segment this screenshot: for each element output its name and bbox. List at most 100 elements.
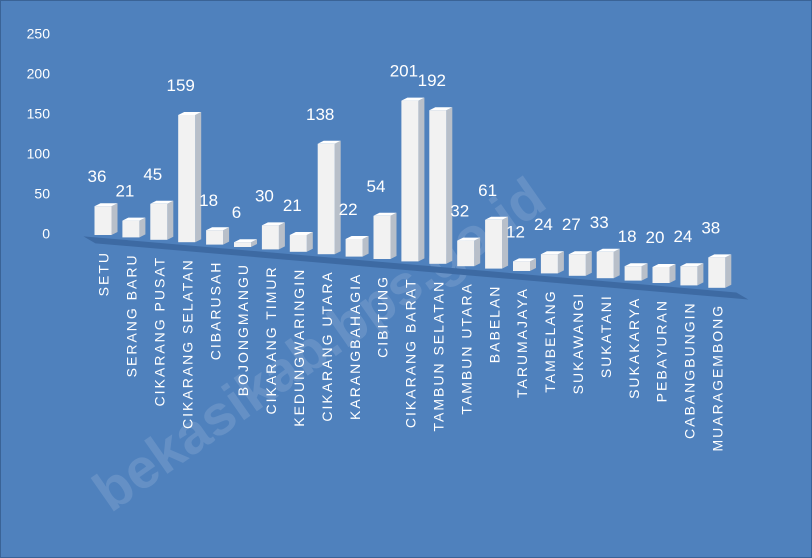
bar-top [289, 232, 313, 235]
bar [680, 266, 698, 286]
x-tick-label: TAMBUN UTARA [458, 282, 474, 414]
bar-side [334, 140, 341, 255]
value-label: 192 [418, 71, 446, 90]
bar-side [195, 112, 202, 243]
value-label: 61 [478, 181, 497, 200]
value-label: 18 [618, 227, 637, 246]
x-tick-label: TAMBELANG [542, 289, 558, 392]
bar-top [568, 251, 592, 255]
bar [178, 115, 196, 243]
value-label: 27 [562, 215, 581, 234]
bar-side [223, 227, 230, 245]
bar [624, 266, 642, 281]
bar [261, 225, 279, 250]
bar [234, 242, 251, 247]
value-label: 24 [534, 215, 553, 234]
value-label: 45 [143, 165, 162, 184]
value-label: 21 [283, 196, 302, 215]
bar [540, 254, 558, 274]
x-tick-label: CIBARUSAH [207, 261, 223, 361]
bar-top [122, 217, 146, 221]
bar-side [111, 203, 118, 235]
bar-side [530, 258, 536, 271]
bar-top [261, 222, 285, 226]
x-tick-label: SUKAKARYA [626, 297, 642, 399]
bar [94, 206, 112, 235]
bar-side [502, 216, 509, 269]
bar-top [94, 203, 118, 207]
value-label: 138 [306, 105, 334, 124]
x-tick-label: TAMBUN SELATAN [431, 280, 447, 432]
y-tick-label: 150 [27, 106, 51, 122]
x-tick-label: SETU [96, 251, 112, 296]
bar-top [429, 107, 453, 111]
bar [206, 230, 224, 245]
y-tick-label: 50 [34, 186, 50, 202]
bar-top [485, 216, 509, 220]
bar-side [390, 212, 397, 259]
value-label: 24 [673, 227, 692, 246]
x-tick-label: SUKAWANGI [570, 292, 586, 395]
bar [289, 235, 307, 252]
bar-side [669, 264, 676, 283]
bar-top [457, 237, 481, 241]
bar-top [317, 140, 341, 144]
bar-top [345, 236, 369, 239]
bar-side [167, 200, 174, 240]
x-tick-label: CIBITUNG [375, 275, 391, 358]
value-label: 36 [88, 167, 107, 186]
x-tick-label: CABANGBUNGIN [682, 301, 698, 439]
value-label: 159 [167, 76, 195, 95]
value-label: 30 [255, 186, 274, 205]
bar [150, 203, 168, 240]
bar [652, 267, 670, 283]
value-label: 21 [115, 182, 134, 201]
bar-top [596, 248, 620, 252]
bar [457, 240, 475, 267]
bar [122, 220, 140, 238]
bar [345, 239, 363, 257]
bar-top [401, 97, 425, 101]
bar-top [234, 239, 257, 243]
bar-side [697, 263, 704, 286]
x-tick-label: CIKARANG UTARA [319, 270, 335, 421]
value-label: 20 [646, 228, 665, 247]
x-tick-label: CIKARANG BARAT [403, 277, 419, 428]
value-label: 32 [450, 202, 469, 221]
y-tick-label: 250 [27, 26, 51, 42]
bar-side [362, 236, 369, 257]
x-tick-label: PEBAYURAN [654, 299, 670, 402]
value-label: 54 [367, 177, 386, 196]
bar-top [150, 200, 174, 204]
bar-side [139, 217, 146, 238]
bar-top [206, 227, 230, 231]
bar-top [652, 264, 676, 267]
bar [568, 254, 586, 276]
bar-side [585, 251, 592, 276]
value-label: 22 [339, 200, 358, 219]
bar [401, 100, 419, 262]
x-tick-label: SERANG BARU [124, 253, 140, 377]
value-label: 6 [232, 203, 241, 222]
x-tick-label: KARANGBAHAGIA [347, 273, 363, 420]
x-tick-label: BOJONGMANGU [235, 263, 251, 396]
bar-top [708, 254, 732, 258]
x-tick-label: CIKARANG PUSAT [152, 256, 168, 407]
bar-side [613, 248, 620, 279]
y-tick-label: 0 [42, 226, 50, 242]
value-label: 12 [506, 222, 525, 241]
x-tick-label: CIKARANG TIMUR [263, 265, 279, 414]
bar-top [540, 251, 564, 255]
y-tick-label: 100 [27, 146, 51, 162]
y-tick-label: 200 [27, 66, 51, 82]
value-label: 38 [701, 218, 720, 237]
bar [513, 261, 530, 271]
x-tick-label: TARUMAJAYA [514, 287, 530, 398]
value-label: 33 [590, 213, 609, 232]
bar [708, 257, 726, 288]
bar-side [474, 237, 481, 267]
bar-top [680, 263, 704, 267]
x-tick-label: SUKATANI [598, 294, 614, 378]
